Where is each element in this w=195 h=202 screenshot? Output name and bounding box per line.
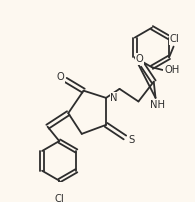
Text: NH: NH xyxy=(150,100,165,110)
Text: Cl: Cl xyxy=(54,194,64,202)
Text: OH: OH xyxy=(164,65,179,75)
Text: S: S xyxy=(128,135,134,145)
Text: O: O xyxy=(136,54,143,64)
Text: Cl: Cl xyxy=(170,34,179,44)
Text: N: N xyxy=(110,93,118,103)
Text: O: O xyxy=(56,72,64,82)
